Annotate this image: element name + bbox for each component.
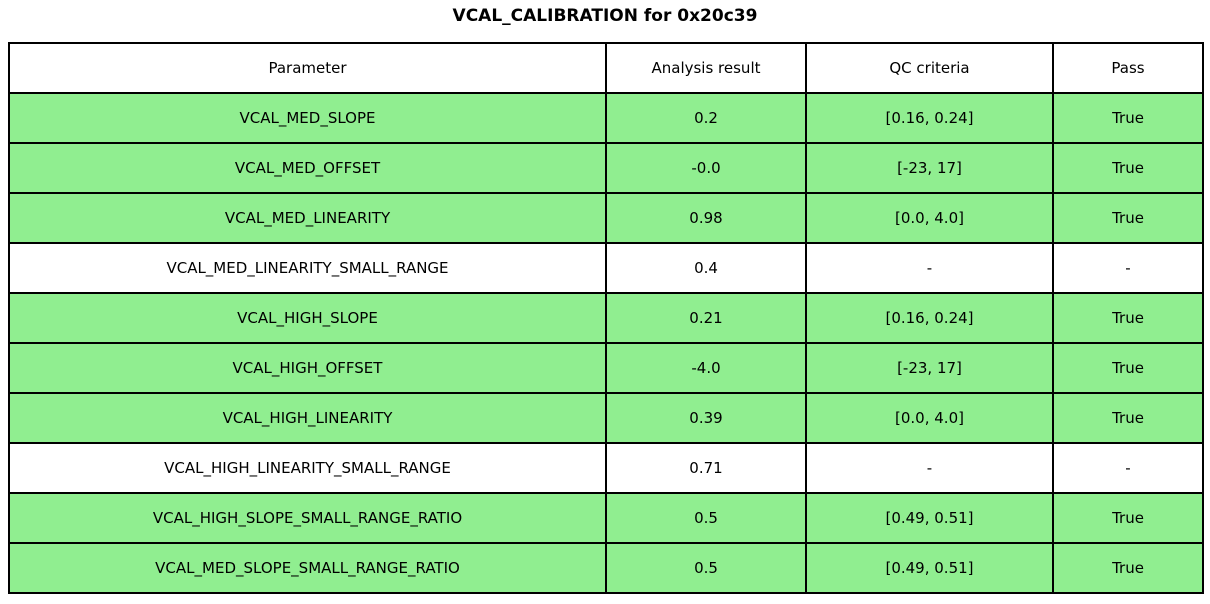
qc-criteria-cell: [0.49, 0.51] — [805, 542, 1054, 594]
parameter-cell: VCAL_MED_LINEARITY_SMALL_RANGE — [8, 242, 607, 294]
parameter-cell: VCAL_MED_LINEARITY — [8, 192, 607, 244]
analysis-result-cell: 0.2 — [605, 92, 807, 144]
table-row: VCAL_HIGH_SLOPE 0.21 [0.16, 0.24] True — [8, 292, 1204, 344]
qc-criteria-cell: [0.0, 4.0] — [805, 192, 1054, 244]
analysis-result-cell: 0.21 — [605, 292, 807, 344]
qc-criteria-cell: [0.16, 0.24] — [805, 92, 1054, 144]
table-row: VCAL_HIGH_OFFSET -4.0 [-23, 17] True — [8, 342, 1204, 394]
table-body: VCAL_MED_SLOPE 0.2 [0.16, 0.24] True VCAL_ME… — [8, 92, 1204, 594]
pass-cell: True — [1052, 92, 1204, 144]
pass-cell: True — [1052, 342, 1204, 394]
parameter-cell: VCAL_HIGH_LINEARITY — [8, 392, 607, 444]
qc-criteria-cell: - — [805, 442, 1054, 494]
parameter-cell: VCAL_HIGH_OFFSET — [8, 342, 607, 394]
qc-criteria-cell: [0.49, 0.51] — [805, 492, 1054, 544]
analysis-result-cell: -4.0 — [605, 342, 807, 394]
table-row: VCAL_MED_SLOPE_SMALL_RANGE_RATIO 0.5 [0.49… — [8, 542, 1204, 594]
pass-cell: True — [1052, 392, 1204, 444]
header-row: Parameter Analysis result QC criteria Pa… — [8, 42, 1204, 94]
analysis-result-cell: -0.0 — [605, 142, 807, 194]
qc-criteria-cell: - — [805, 242, 1054, 294]
parameter-cell: VCAL_MED_OFFSET — [8, 142, 607, 194]
pass-cell: - — [1052, 442, 1204, 494]
column-header-analysis-result: Analysis result — [605, 42, 807, 94]
table-row: VCAL_MED_LINEARITY 0.98 [0.0, 4.0] True — [8, 192, 1204, 244]
parameter-cell: VCAL_HIGH_SLOPE — [8, 292, 607, 344]
pass-cell: True — [1052, 492, 1204, 544]
table-row: VCAL_HIGH_SLOPE_SMALL_RANGE_RATIO 0.5 [0.4… — [8, 492, 1204, 544]
table-row: VCAL_HIGH_LINEARITY 0.39 [0.0, 4.0] True — [8, 392, 1204, 444]
pass-cell: - — [1052, 242, 1204, 294]
column-header-parameter: Parameter — [8, 42, 607, 94]
table-row: VCAL_MED_OFFSET -0.0 [-23, 17] True — [8, 142, 1204, 194]
analysis-result-cell: 0.39 — [605, 392, 807, 444]
table-row: VCAL_MED_SLOPE 0.2 [0.16, 0.24] True — [8, 92, 1204, 144]
qc-criteria-cell: [0.0, 4.0] — [805, 392, 1054, 444]
analysis-result-cell: 0.71 — [605, 442, 807, 494]
analysis-result-cell: 0.4 — [605, 242, 807, 294]
pass-cell: True — [1052, 192, 1204, 244]
analysis-result-cell: 0.5 — [605, 492, 807, 544]
analysis-result-cell: 0.98 — [605, 192, 807, 244]
qc-criteria-cell: [-23, 17] — [805, 342, 1054, 394]
page-title: VCAL_CALIBRATION for 0x20c39 — [452, 6, 758, 26]
column-header-pass: Pass — [1052, 42, 1204, 94]
column-header-qc-criteria: QC criteria — [805, 42, 1054, 94]
parameter-cell: VCAL_MED_SLOPE — [8, 92, 607, 144]
qc-criteria-cell: [0.16, 0.24] — [805, 292, 1054, 344]
qc-criteria-cell: [-23, 17] — [805, 142, 1054, 194]
pass-cell: True — [1052, 292, 1204, 344]
qc-results-table: Parameter Analysis result QC criteria Pa… — [8, 42, 1204, 594]
table-row: VCAL_HIGH_LINEARITY_SMALL_RANGE 0.71- - — [8, 442, 1204, 494]
parameter-cell: VCAL_HIGH_LINEARITY_SMALL_RANGE — [8, 442, 607, 494]
table-row: VCAL_MED_LINEARITY_SMALL_RANGE 0.4- - — [8, 242, 1204, 294]
table-header: Parameter Analysis result QC criteria Pa… — [8, 42, 1204, 94]
analysis-result-cell: 0.5 — [605, 542, 807, 594]
pass-cell: True — [1052, 142, 1204, 194]
parameter-cell: VCAL_HIGH_SLOPE_SMALL_RANGE_RATIO — [8, 492, 607, 544]
pass-cell: True — [1052, 542, 1204, 594]
parameter-cell: VCAL_MED_SLOPE_SMALL_RANGE_RATIO — [8, 542, 607, 594]
